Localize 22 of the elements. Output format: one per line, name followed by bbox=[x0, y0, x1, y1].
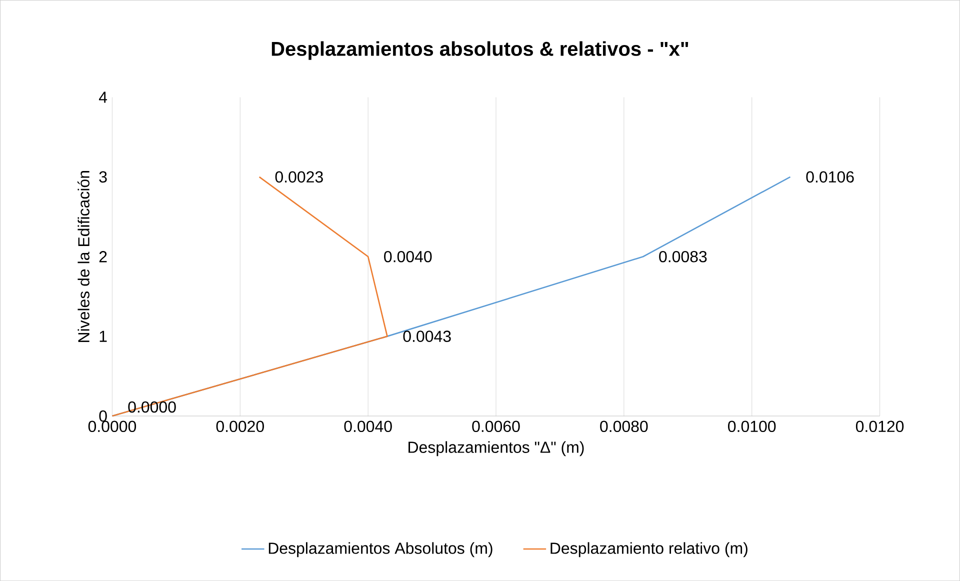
legend-label: Desplazamiento relativo (m) bbox=[550, 542, 748, 557]
annotation: 0.0040 bbox=[384, 250, 432, 262]
y-tick-label: 0 bbox=[99, 410, 107, 422]
x-tick-label: 0.0100 bbox=[728, 420, 776, 432]
y-tick-label: 1 bbox=[100, 330, 107, 342]
y-tick-label: 2 bbox=[99, 250, 107, 262]
y-tick-label: 3 bbox=[99, 171, 107, 182]
annotation: 0.0023 bbox=[275, 171, 323, 182]
x-tick-label: 0.0080 bbox=[600, 420, 648, 432]
annotation: 0.0083 bbox=[659, 250, 707, 262]
x-tick-label: 0.0060 bbox=[472, 420, 520, 432]
x-axis-title: Desplazamientos "Δ" (m) bbox=[408, 441, 584, 456]
x-tick-label: 0.0040 bbox=[344, 420, 392, 432]
y-tick-label: 4 bbox=[98, 92, 108, 103]
legend-label: Desplazamientos Absolutos (m) bbox=[268, 542, 492, 557]
annotation: 0.0043 bbox=[403, 330, 451, 342]
x-tick-label: 0.0020 bbox=[216, 420, 264, 432]
x-tick-label: 0.0000 bbox=[88, 420, 136, 432]
chart-title: Desplazamientos absolutos & relativos - "x" bbox=[272, 41, 688, 60]
x-tick-label: 0.0120 bbox=[856, 420, 904, 432]
annotation: 0.0106 bbox=[806, 171, 854, 182]
y-axis-title: Niveles de la Edificación bbox=[78, 170, 90, 342]
